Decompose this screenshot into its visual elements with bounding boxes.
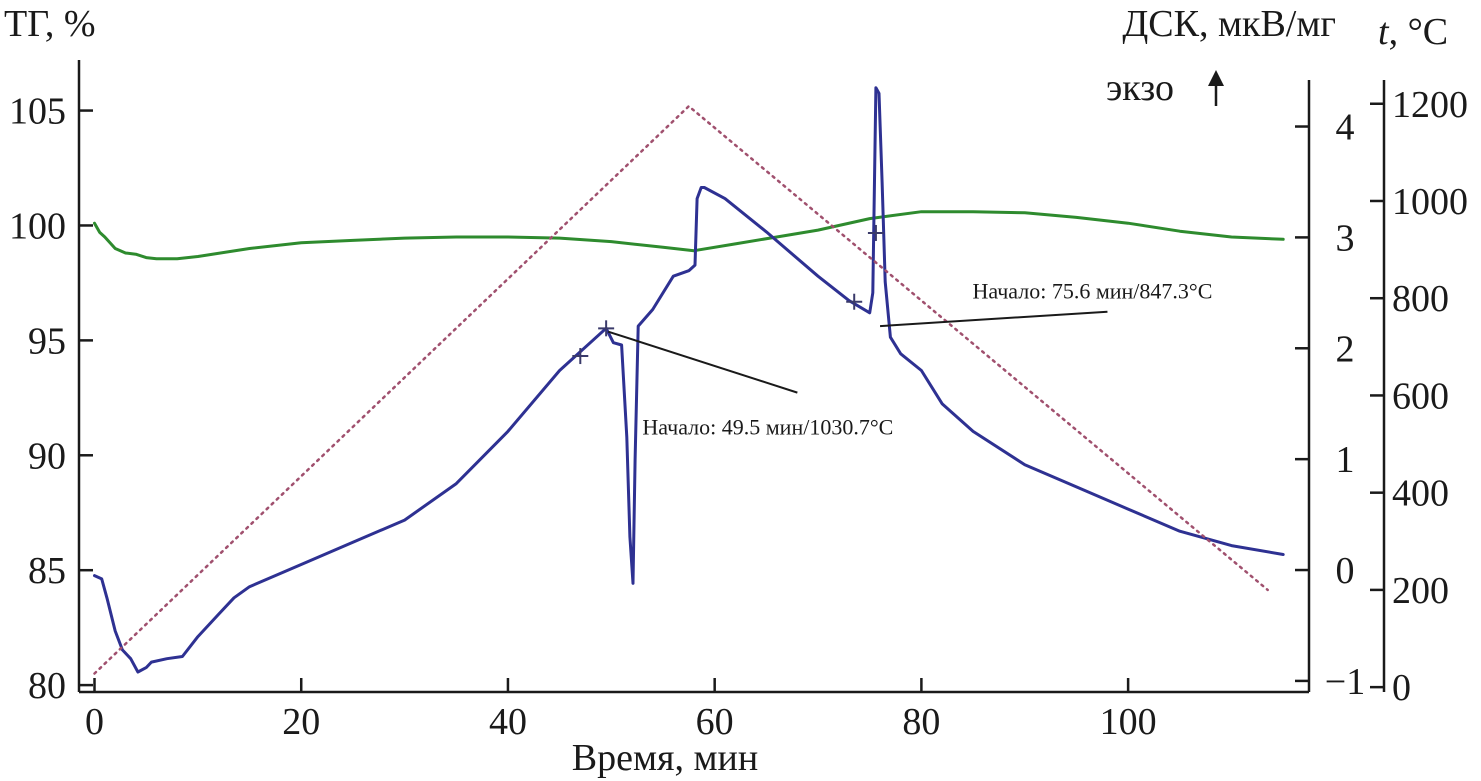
onset-marker-0 <box>572 348 589 365</box>
temp-axis-title: t, °C <box>1378 11 1448 53</box>
temp-tick-label-2: 400 <box>1392 473 1449 515</box>
dsc-tick-label-5: 4 <box>1336 107 1355 149</box>
tg-tick-label-1: 85 <box>28 550 66 592</box>
x-tick-label-0: 0 <box>85 701 104 743</box>
tg-axis-title: ТГ, % <box>4 3 96 45</box>
x-tick-label-5: 100 <box>1100 701 1157 743</box>
onset-marker-1 <box>598 320 615 337</box>
onset-marker-2 <box>846 293 863 310</box>
tg-tick-label-0: 80 <box>28 665 66 707</box>
x-tick-label-4: 80 <box>902 701 940 743</box>
temp-axis-title-unit: , °C <box>1389 11 1449 53</box>
tg-tick-label-2: 90 <box>28 435 66 477</box>
tg-series-line <box>93 210 1285 261</box>
dsc-tick-label-1: 0 <box>1336 550 1355 592</box>
annotation-leader-1 <box>879 310 1108 328</box>
tg-tick-label-5: 105 <box>9 91 66 133</box>
ticks-layer: 0 20 40 60 80 10080859095100105−1012340200400… <box>9 84 1468 743</box>
dsc-axis-title: ДСК, мкВ/мг <box>1122 3 1336 45</box>
exo-arrow-icon <box>1208 70 1224 106</box>
x-tick-label-2: 40 <box>489 701 527 743</box>
dsc-series-line <box>93 86 1285 674</box>
annotation-leader-0 <box>607 330 798 394</box>
marker-layer <box>572 224 884 365</box>
tg-tick-label-4: 100 <box>9 205 66 247</box>
dsc-tick-label-2: 1 <box>1336 439 1355 481</box>
tg-tick-label-3: 95 <box>28 320 66 362</box>
temp-axis-title-symbol: t <box>1378 11 1390 53</box>
onset-marker-3 <box>867 224 884 241</box>
annotation-label-0: Начало: 49.5 мин/1030.7°C <box>642 415 893 440</box>
temp-tick-label-4: 800 <box>1392 278 1449 320</box>
dsc-tick-label-0: −1 <box>1325 661 1365 703</box>
dsc-tick-label-3: 2 <box>1336 328 1355 370</box>
temperature-series-line <box>93 104 1269 675</box>
temp-tick-label-5: 1000 <box>1392 181 1468 223</box>
exo-label: экзо <box>1106 67 1174 109</box>
temp-tick-label-6: 1200 <box>1392 84 1468 126</box>
dsc-tick-label-4: 3 <box>1336 217 1355 259</box>
annotation-layer: Начало: 49.5 мин/1030.7°C Начало: 75.6 ми… <box>607 279 1212 440</box>
x-tick-label-3: 60 <box>696 701 734 743</box>
temp-tick-label-3: 600 <box>1392 375 1449 417</box>
annotation-label-1: Начало: 75.6 мин/847.3°C <box>972 279 1212 304</box>
x-axis-title: Время, мин <box>572 737 758 779</box>
temp-tick-label-1: 200 <box>1392 570 1449 612</box>
series-layer <box>93 86 1285 675</box>
x-tick-label-1: 20 <box>282 701 320 743</box>
temp-tick-label-0: 0 <box>1392 667 1411 709</box>
